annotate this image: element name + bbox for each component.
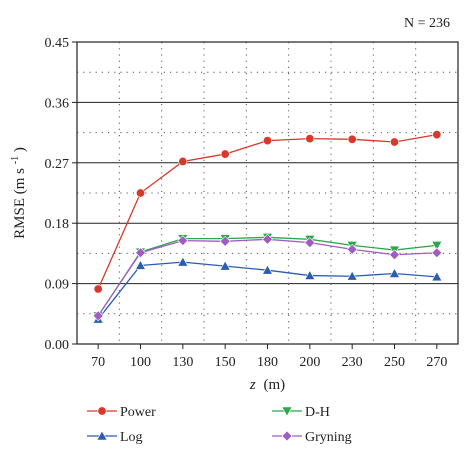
series-line-gryning [97, 238, 437, 317]
legend-label-log: Log [120, 430, 143, 445]
x-tick-label: 200 [299, 355, 320, 370]
data-point-power [178, 156, 188, 166]
data-point-log [261, 264, 274, 275]
x-tick-label: 130 [172, 355, 193, 370]
y-tick-label: 0.18 [45, 217, 70, 232]
data-point-gryning [92, 310, 104, 322]
x-axis-unit: (m) [263, 377, 285, 393]
data-point-power [389, 137, 399, 147]
sample-size-annotation: N = 236 [404, 16, 450, 31]
y-axis-label-superscript: -1 [10, 156, 21, 164]
y-tick-label: 0.36 [45, 96, 70, 111]
x-tick-label: 70 [91, 355, 105, 370]
legend-label-gryning: Gryning [305, 430, 352, 445]
legend-item-gryning: Gryning [272, 430, 352, 445]
x-axis-variable: z [249, 377, 256, 393]
data-point-gryning [177, 235, 189, 247]
y-axis-label: RMSE (m s -1 ) [6, 147, 28, 239]
data-point-gryning [431, 247, 443, 259]
x-tick-label: 230 [342, 355, 363, 370]
legend-label-power: Power [120, 405, 156, 420]
series-power [93, 130, 442, 294]
legend-marker-log [96, 430, 108, 441]
legend-item-d-h: D-H [272, 405, 330, 420]
x-tick-label: 100 [130, 355, 151, 370]
data-point-gryning [219, 235, 231, 247]
y-tick-label: 0.45 [45, 36, 70, 51]
data-point-log [346, 270, 358, 281]
data-point-log [304, 269, 316, 280]
series-line-d-h [97, 236, 437, 317]
legend-label-d-h: D-H [305, 405, 330, 420]
data-point-gryning [135, 247, 146, 259]
x-axis-ticks: 70 100 130 150 180 200 230 250 270 [91, 344, 447, 370]
data-point-gryning [262, 233, 273, 245]
data-point-gryning [346, 243, 358, 255]
legend-item-log: Log [87, 430, 143, 445]
y-tick-label: 0.09 [45, 278, 70, 293]
plot-frame [76, 41, 459, 345]
data-point-gryning [304, 237, 316, 249]
y-axis-ticks: 0.00 0.09 0.18 0.27 0.36 0.45 [45, 36, 77, 353]
y-axis-label-text: RMSE (m s [12, 168, 28, 239]
legend: Power Log D-H Gryning [87, 405, 352, 445]
x-tick-label: 150 [215, 355, 236, 370]
y-tick-label: 0.27 [45, 157, 70, 172]
data-point-log [134, 259, 147, 270]
data-point-log [177, 256, 189, 267]
data-point-power [220, 149, 230, 159]
x-axis-label: z (m) [249, 377, 285, 393]
data-point-power [93, 284, 103, 294]
data-point-d-h [431, 241, 443, 251]
series-layer [92, 130, 443, 324]
x-tick-label: 180 [257, 355, 278, 370]
x-tick-label: 270 [426, 355, 447, 370]
data-point-log [388, 267, 401, 278]
data-point-power [136, 188, 146, 198]
x-tick-label: 250 [384, 355, 405, 370]
series-gryning [92, 233, 443, 322]
legend-marker-d-h [281, 406, 293, 417]
data-point-power [347, 134, 357, 144]
data-point-power [262, 136, 272, 146]
data-point-power [432, 130, 442, 140]
data-point-log [431, 271, 443, 282]
legend-marker-power [97, 406, 107, 416]
series-log [92, 256, 443, 324]
legend-item-power: Power [87, 405, 156, 420]
y-tick-label: 0.00 [45, 338, 70, 353]
data-point-log [219, 260, 231, 271]
data-point-gryning [389, 249, 400, 261]
data-point-power [305, 134, 315, 144]
y-axis-label-close: ) [12, 147, 28, 152]
legend-marker-gryning [281, 430, 293, 442]
grid [77, 42, 458, 344]
